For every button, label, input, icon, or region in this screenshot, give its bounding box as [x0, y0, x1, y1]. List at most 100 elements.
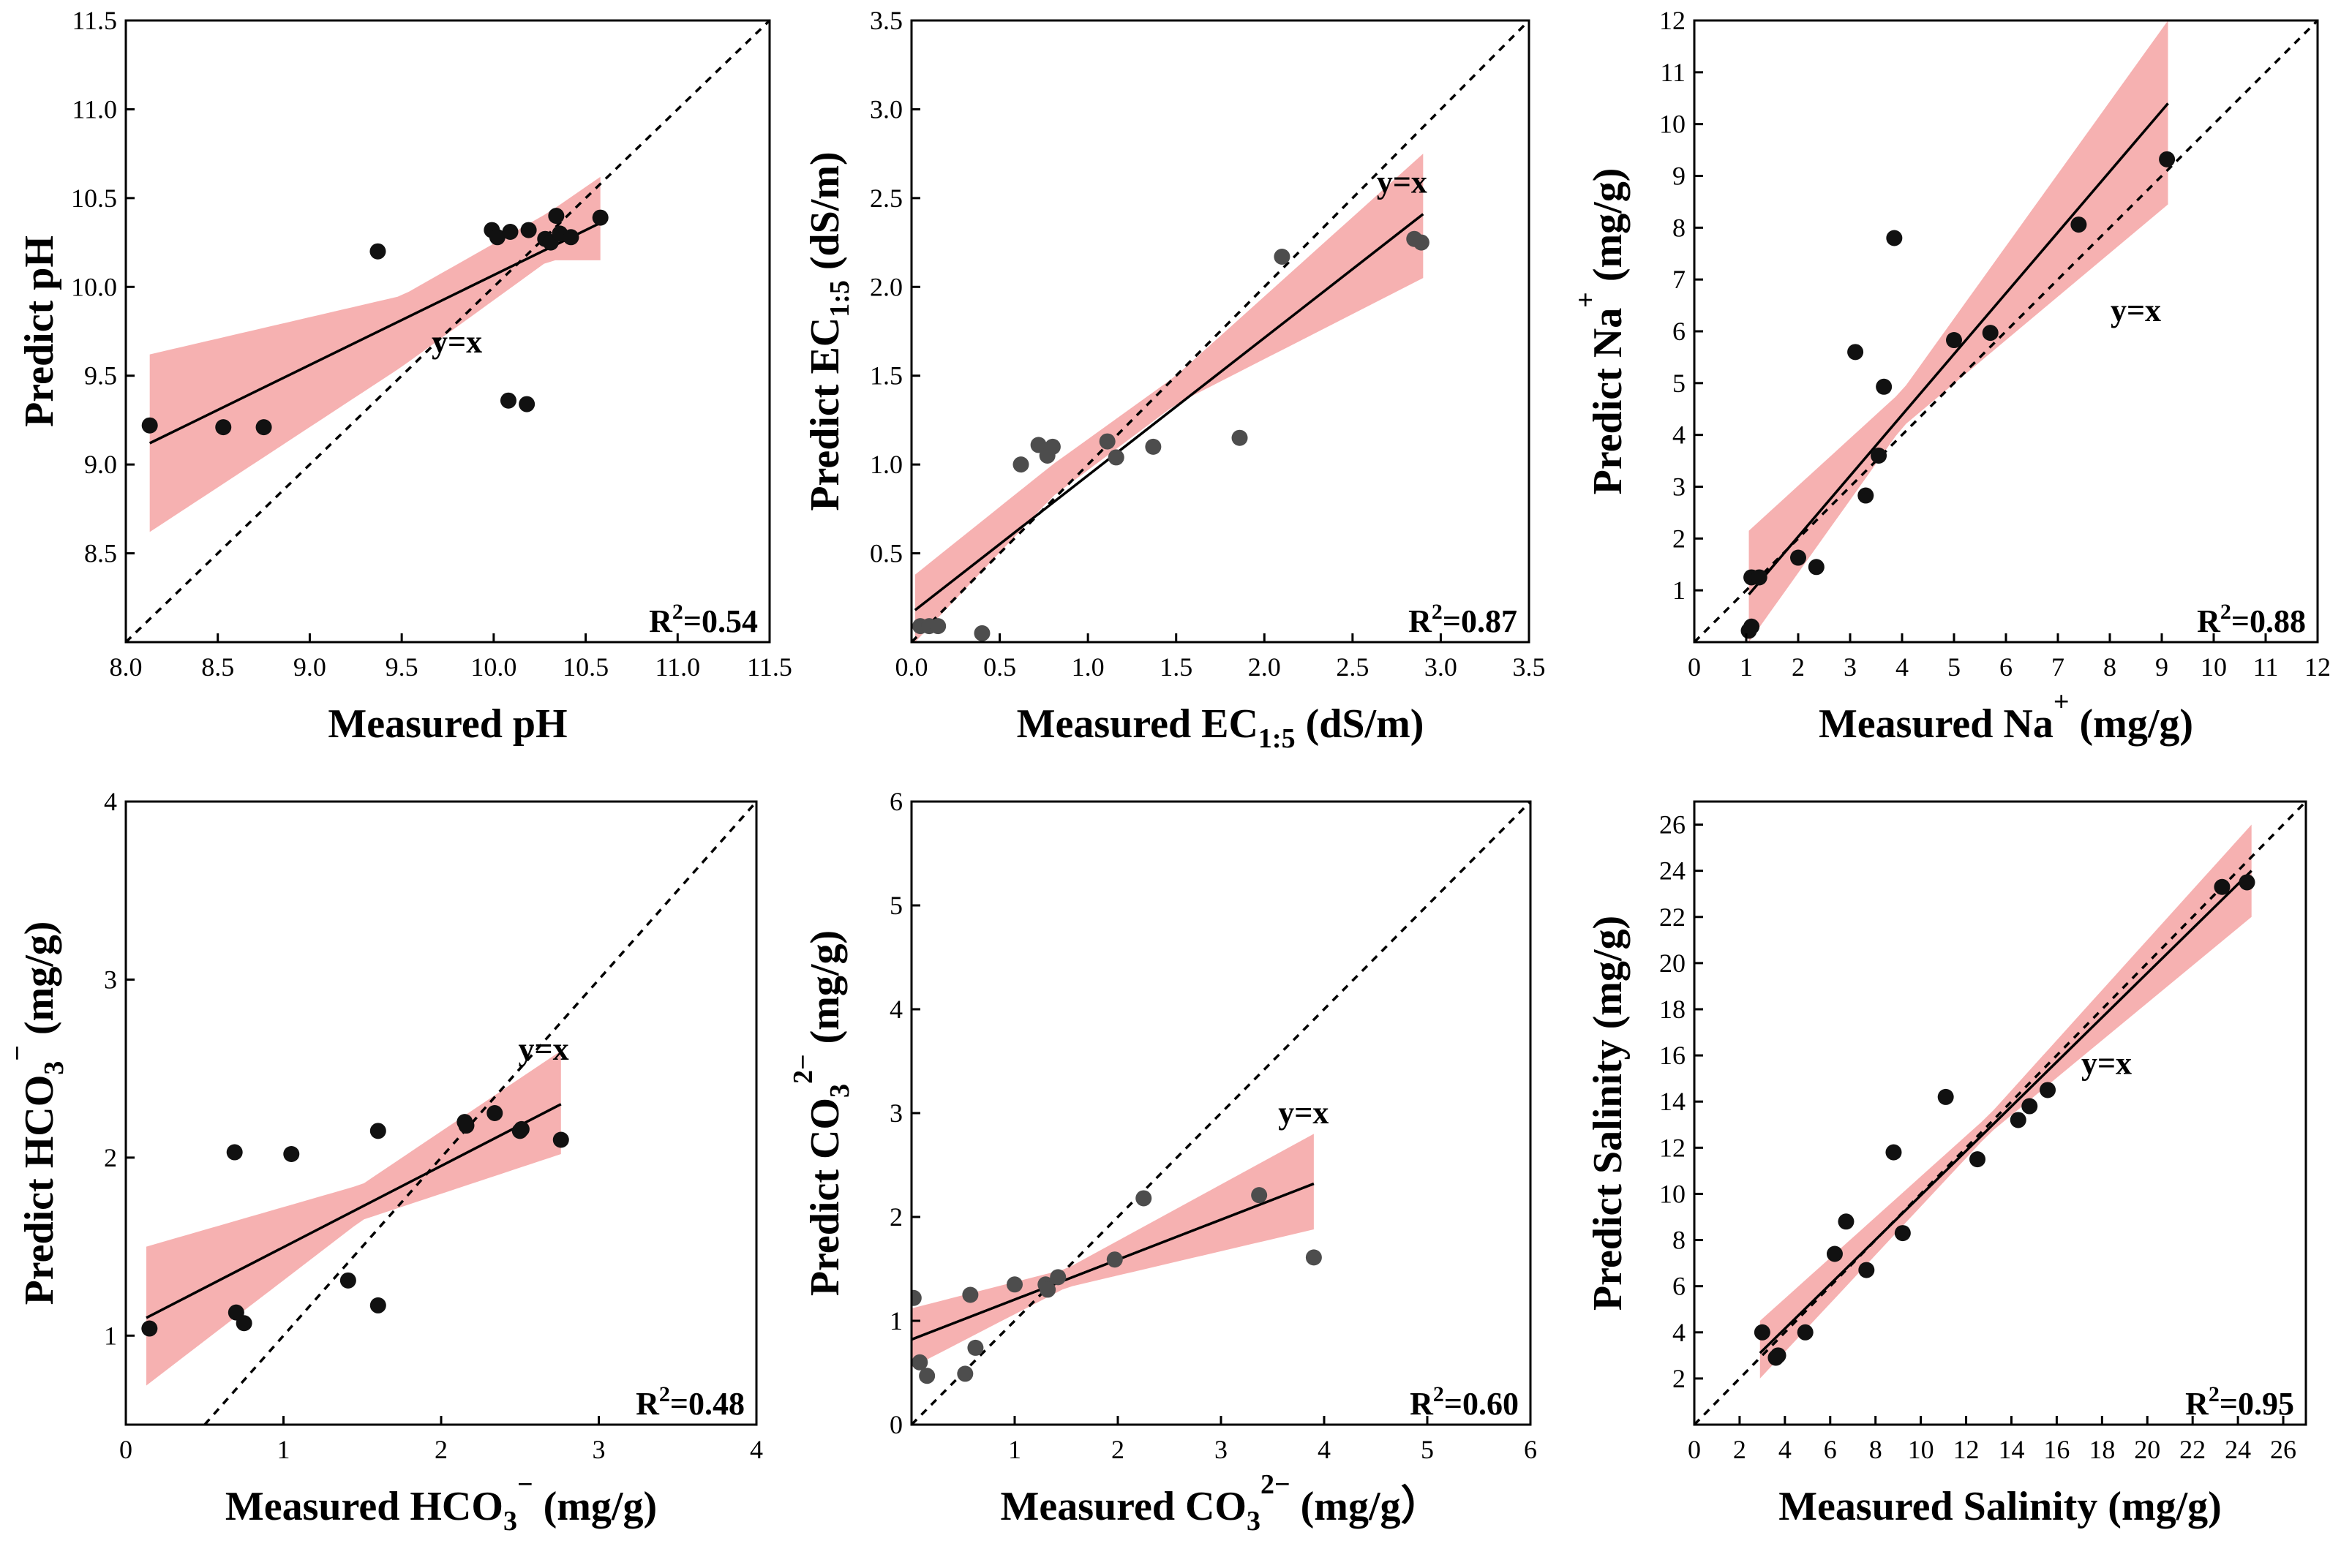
data-point — [369, 1123, 386, 1139]
x-tick-label: 1 — [277, 1435, 290, 1464]
x-tick-label: 18 — [2089, 1435, 2115, 1464]
x-tick-label: 20 — [2134, 1435, 2160, 1464]
y-tick-label: 3.0 — [870, 94, 903, 124]
plot-frame — [910, 19, 1530, 644]
data-point — [1012, 456, 1029, 473]
y-axis-title-group: Predict CO32− (mg/g) — [788, 930, 855, 1296]
data-point — [458, 1117, 475, 1134]
y-axis-title-group: Predict EC1:5 (dS/m) — [803, 151, 855, 510]
data-point — [1251, 1187, 1268, 1204]
r2-label: R2=0.88 — [2197, 600, 2306, 639]
x-tick-label: 6 — [1824, 1435, 1837, 1464]
data-point — [1886, 230, 1903, 246]
plot-area-co3 — [912, 802, 1530, 1425]
plot-area-ec — [912, 20, 1529, 642]
x-tick-label: 0 — [1688, 652, 1701, 682]
plot-frame — [124, 19, 771, 644]
r2-label: R2=0.87 — [1408, 600, 1517, 639]
data-point — [962, 1286, 979, 1303]
x-axis-title: Measured EC1:5 (dS/m) — [1017, 701, 1424, 754]
identity-label: y=x — [1377, 165, 1427, 200]
x-tick-label: 9 — [2155, 652, 2168, 682]
data-point — [919, 1368, 936, 1384]
y-tick-label: 1 — [104, 1321, 117, 1350]
r2-label: R2=0.54 — [649, 600, 758, 639]
x-tick-label: 7 — [2051, 652, 2064, 682]
y-tick-label: 4 — [890, 995, 903, 1024]
x-axis-title: Measured Na+ (mg/g) — [1819, 687, 2193, 747]
data-point — [592, 209, 609, 226]
data-point — [1135, 1190, 1152, 1207]
y-tick-label: 9.5 — [84, 361, 117, 391]
data-point — [912, 1289, 922, 1306]
x-tick-label: 4 — [1318, 1435, 1331, 1464]
data-point — [1030, 437, 1047, 453]
data-point — [563, 229, 579, 246]
identity-line — [126, 20, 770, 642]
x-tick-label: 10.0 — [470, 652, 516, 682]
data-point — [1145, 438, 1162, 455]
x-tick-label: 22 — [2179, 1435, 2206, 1464]
x-tick-label: 11.5 — [747, 652, 792, 682]
confidence-band — [146, 1050, 561, 1386]
identity-label: y=x — [1278, 1095, 1329, 1131]
data-point — [1808, 559, 1825, 576]
data-point — [1797, 1324, 1814, 1341]
x-tick-label: 1 — [1740, 652, 1753, 682]
panel-salinity: 0 2 4 6 8 10 12 14 16 18 20 22 24 2624681012141618202… — [1585, 800, 2307, 1529]
regression-line — [1759, 870, 2252, 1354]
x-tick-label: 3.0 — [1424, 652, 1457, 682]
data-point — [141, 1320, 158, 1337]
data-point — [2040, 1082, 2056, 1098]
data-point — [500, 392, 516, 409]
r2-label: R2=0.48 — [636, 1382, 745, 1422]
y-tick-label: 14 — [1659, 1087, 1686, 1116]
x-tick-label: 3 — [593, 1435, 606, 1464]
data-point — [1751, 569, 1767, 586]
data-point — [1231, 429, 1248, 446]
y-tick-label: 5 — [890, 891, 903, 920]
data-point — [1044, 438, 1061, 455]
data-point — [1790, 549, 1806, 566]
y-tick-label: 10 — [1659, 1179, 1686, 1208]
y-tick-label: 3 — [1672, 472, 1686, 502]
regression-line — [146, 1103, 562, 1319]
data-point — [1305, 1249, 1322, 1266]
x-tick-label: 10 — [1908, 1435, 1934, 1464]
data-point — [1106, 1251, 1123, 1268]
y-axis-title-group: Predict Na+ (mg/g) — [1571, 168, 1631, 495]
data-point — [1743, 618, 1760, 635]
data-point — [1937, 1088, 1954, 1105]
x-tick-label: 12 — [2304, 652, 2331, 682]
data-point — [1969, 1151, 1986, 1168]
data-point — [552, 1131, 569, 1148]
data-point — [339, 1272, 356, 1289]
panel-ec: 0.0 0.5 1.0 1.5 2.0 2.5 3.0 3.5 0.5 1.0 1.5 2.0 2.5 3… — [803, 6, 1546, 754]
y-axis-title: Predict HCO3− (mg/g) — [2, 921, 69, 1305]
y-tick-label: 2.0 — [870, 272, 903, 301]
x-tick-label: 9.5 — [386, 652, 418, 682]
data-point — [369, 1297, 386, 1313]
panel-na: 0 1 2 3 4 5 6 7 8 9 10 11 12123456789101112y=xR2=0.8… — [1571, 6, 2331, 747]
y-axis-title: Predict pH — [17, 235, 62, 427]
confidence-band — [149, 176, 601, 532]
y-tick-label: 26 — [1659, 810, 1686, 840]
y-tick-label: 0.5 — [870, 539, 903, 568]
x-tick-label: 2.0 — [1248, 652, 1281, 682]
confidence-band — [914, 154, 1424, 642]
y-axis-title: Predict CO32− (mg/g) — [788, 930, 855, 1296]
data-point — [369, 243, 386, 260]
data-point — [1946, 332, 1962, 349]
y-tick-label: 12 — [1659, 1133, 1686, 1162]
data-point — [1857, 487, 1874, 504]
y-axis-title-group: Predict pH — [17, 235, 62, 427]
panel-ph: 8.0 8.5 9.0 9.5 10.0 10.5 11.0 11.5 8.5 9.0 9.5 10.… — [17, 6, 792, 747]
data-point — [1050, 1269, 1067, 1286]
y-tick-label: 4 — [1672, 421, 1686, 450]
y-tick-label: 18 — [1659, 995, 1686, 1024]
data-point — [912, 1354, 928, 1371]
data-point — [1007, 1276, 1023, 1293]
x-tick-label: 8.5 — [201, 652, 234, 682]
data-point — [1885, 1144, 1902, 1161]
plot-area-salinity — [1694, 802, 2306, 1425]
